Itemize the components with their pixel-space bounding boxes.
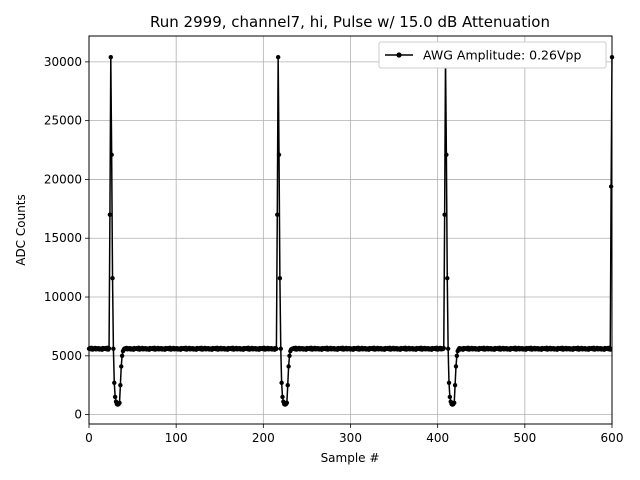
data-point (454, 353, 460, 359)
legend-marker (396, 52, 402, 58)
series-group (86, 54, 615, 407)
x-tick-label: 100 (165, 431, 188, 445)
data-point (110, 276, 115, 281)
x-tick-label: 200 (252, 431, 275, 445)
data-point (275, 212, 280, 217)
data-point (278, 346, 283, 351)
x-tick-label: 600 (601, 431, 624, 445)
y-tick-label: 20000 (44, 172, 82, 186)
data-point (452, 383, 458, 388)
data-point (111, 346, 116, 351)
legend: AWG Amplitude: 0.26Vpp (378, 41, 607, 69)
data-point (280, 394, 285, 400)
x-tick-label: 400 (426, 431, 449, 445)
data-point (108, 54, 113, 60)
data-point (444, 152, 449, 157)
y-tick-label: 5000 (51, 349, 82, 363)
data-point (119, 364, 124, 369)
data-point (275, 54, 281, 60)
y-tick-label: 15000 (44, 231, 82, 245)
data-point (112, 394, 118, 400)
chart-title: Run 2999, channel7, hi, Pulse w/ 15.0 dB… (150, 13, 550, 31)
x-axis-label: Sample # (321, 451, 380, 465)
x-tick-label: 0 (85, 431, 93, 445)
data-point (279, 380, 284, 386)
data-point (118, 383, 123, 388)
y-tick-label: 0 (74, 408, 82, 422)
data-point (608, 347, 613, 352)
x-tick-label: 300 (339, 431, 362, 445)
data-point (442, 212, 447, 217)
data-point (285, 383, 290, 388)
data-point (453, 364, 459, 369)
data-point (112, 380, 117, 386)
data-point (284, 400, 290, 406)
y-tick-label: 30000 (44, 55, 82, 69)
grid (88, 36, 613, 424)
legend-entry-label: AWG Amplitude: 0.26Vpp (423, 48, 581, 63)
data-point (608, 184, 614, 189)
data-point (106, 346, 112, 351)
data-point (107, 212, 113, 217)
data-point (446, 380, 452, 386)
y-axis-label: ADC Counts (14, 194, 28, 266)
legend-box (378, 41, 607, 69)
y-axis-ticks: 0 5000 10000 15000 20000 25000 30000 (44, 55, 89, 422)
data-point (277, 276, 283, 281)
data-point (109, 152, 114, 157)
data-point (119, 353, 125, 359)
data-point (286, 364, 291, 369)
data-point (287, 353, 292, 359)
data-point (452, 400, 457, 406)
y-tick-label: 10000 (44, 290, 82, 304)
data-point (441, 345, 446, 351)
plot-frame (88, 35, 613, 425)
data-point (276, 152, 282, 157)
data-point (274, 346, 279, 352)
x-tick-label: 500 (513, 431, 536, 445)
data-point (117, 400, 122, 406)
data-point (447, 394, 453, 400)
x-axis-ticks: 0 100 200 300 400 500 600 (85, 424, 623, 445)
data-point (445, 346, 451, 351)
y-tick-label: 25000 (44, 114, 82, 128)
data-point (445, 276, 450, 281)
